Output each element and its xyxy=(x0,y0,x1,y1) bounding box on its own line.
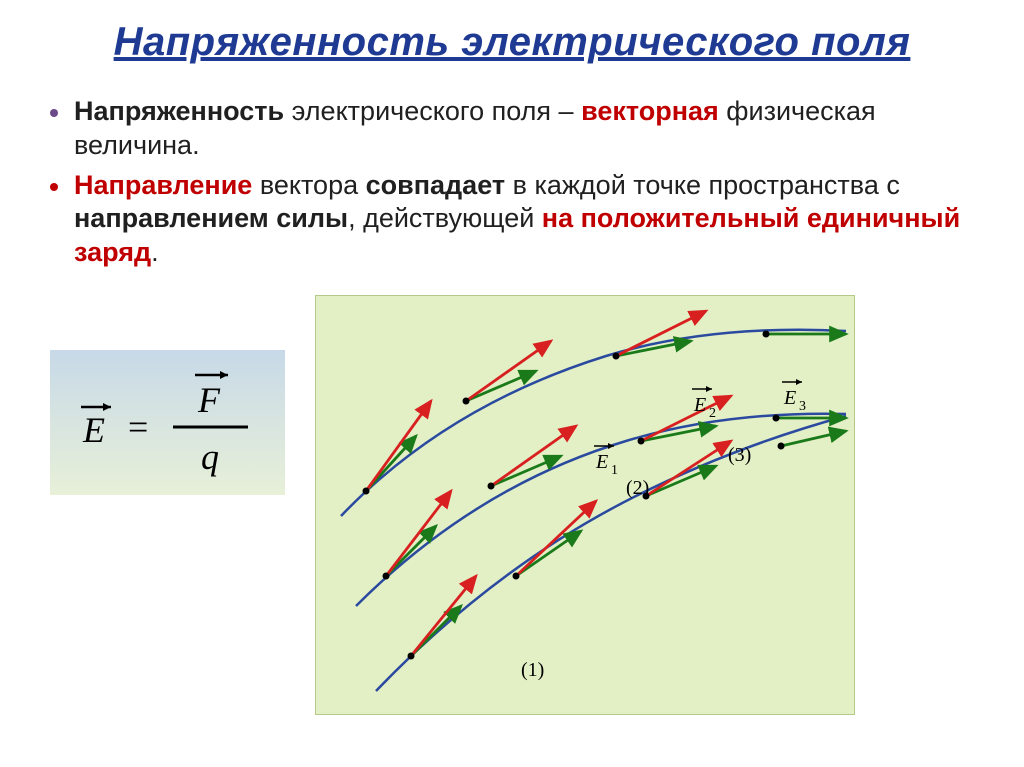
field-lines-diagram: (1)(2)(3)E1E2E3 xyxy=(315,295,855,715)
formula-box: E = Fq xyxy=(50,350,285,495)
formula-svg: E = Fq xyxy=(63,357,273,487)
svg-text:E: E xyxy=(595,451,608,473)
svg-text:(3): (3) xyxy=(728,444,751,466)
bullet-item: Напряженность электрического поля – вект… xyxy=(50,95,994,163)
bullet-list: Напряженность электрического поля – вект… xyxy=(50,95,994,270)
svg-text:E: E xyxy=(693,394,706,416)
svg-text:2: 2 xyxy=(709,406,716,421)
page-title: Напряженность электрического поля xyxy=(30,20,994,65)
svg-text:3: 3 xyxy=(799,399,806,414)
svg-text:F: F xyxy=(197,380,221,420)
svg-text:E: E xyxy=(82,410,105,450)
svg-text:=: = xyxy=(128,407,148,447)
svg-text:E: E xyxy=(783,387,796,409)
svg-text:(2): (2) xyxy=(626,477,649,499)
content-row: E=Fq (1)(2)(3)E1E2E3 xyxy=(30,295,994,715)
svg-text:(1): (1) xyxy=(521,659,544,681)
bullet-dot xyxy=(50,183,58,191)
bullet-text: Направление вектора совпадает в каждой т… xyxy=(74,169,994,270)
bullet-dot xyxy=(50,109,58,117)
svg-text:q: q xyxy=(201,437,219,477)
bullet-text: Напряженность электрического поля – вект… xyxy=(74,95,994,163)
svg-text:1: 1 xyxy=(611,463,618,478)
diagram-svg: (1)(2)(3)E1E2E3 xyxy=(316,296,856,716)
bullet-item: Направление вектора совпадает в каждой т… xyxy=(50,169,994,270)
